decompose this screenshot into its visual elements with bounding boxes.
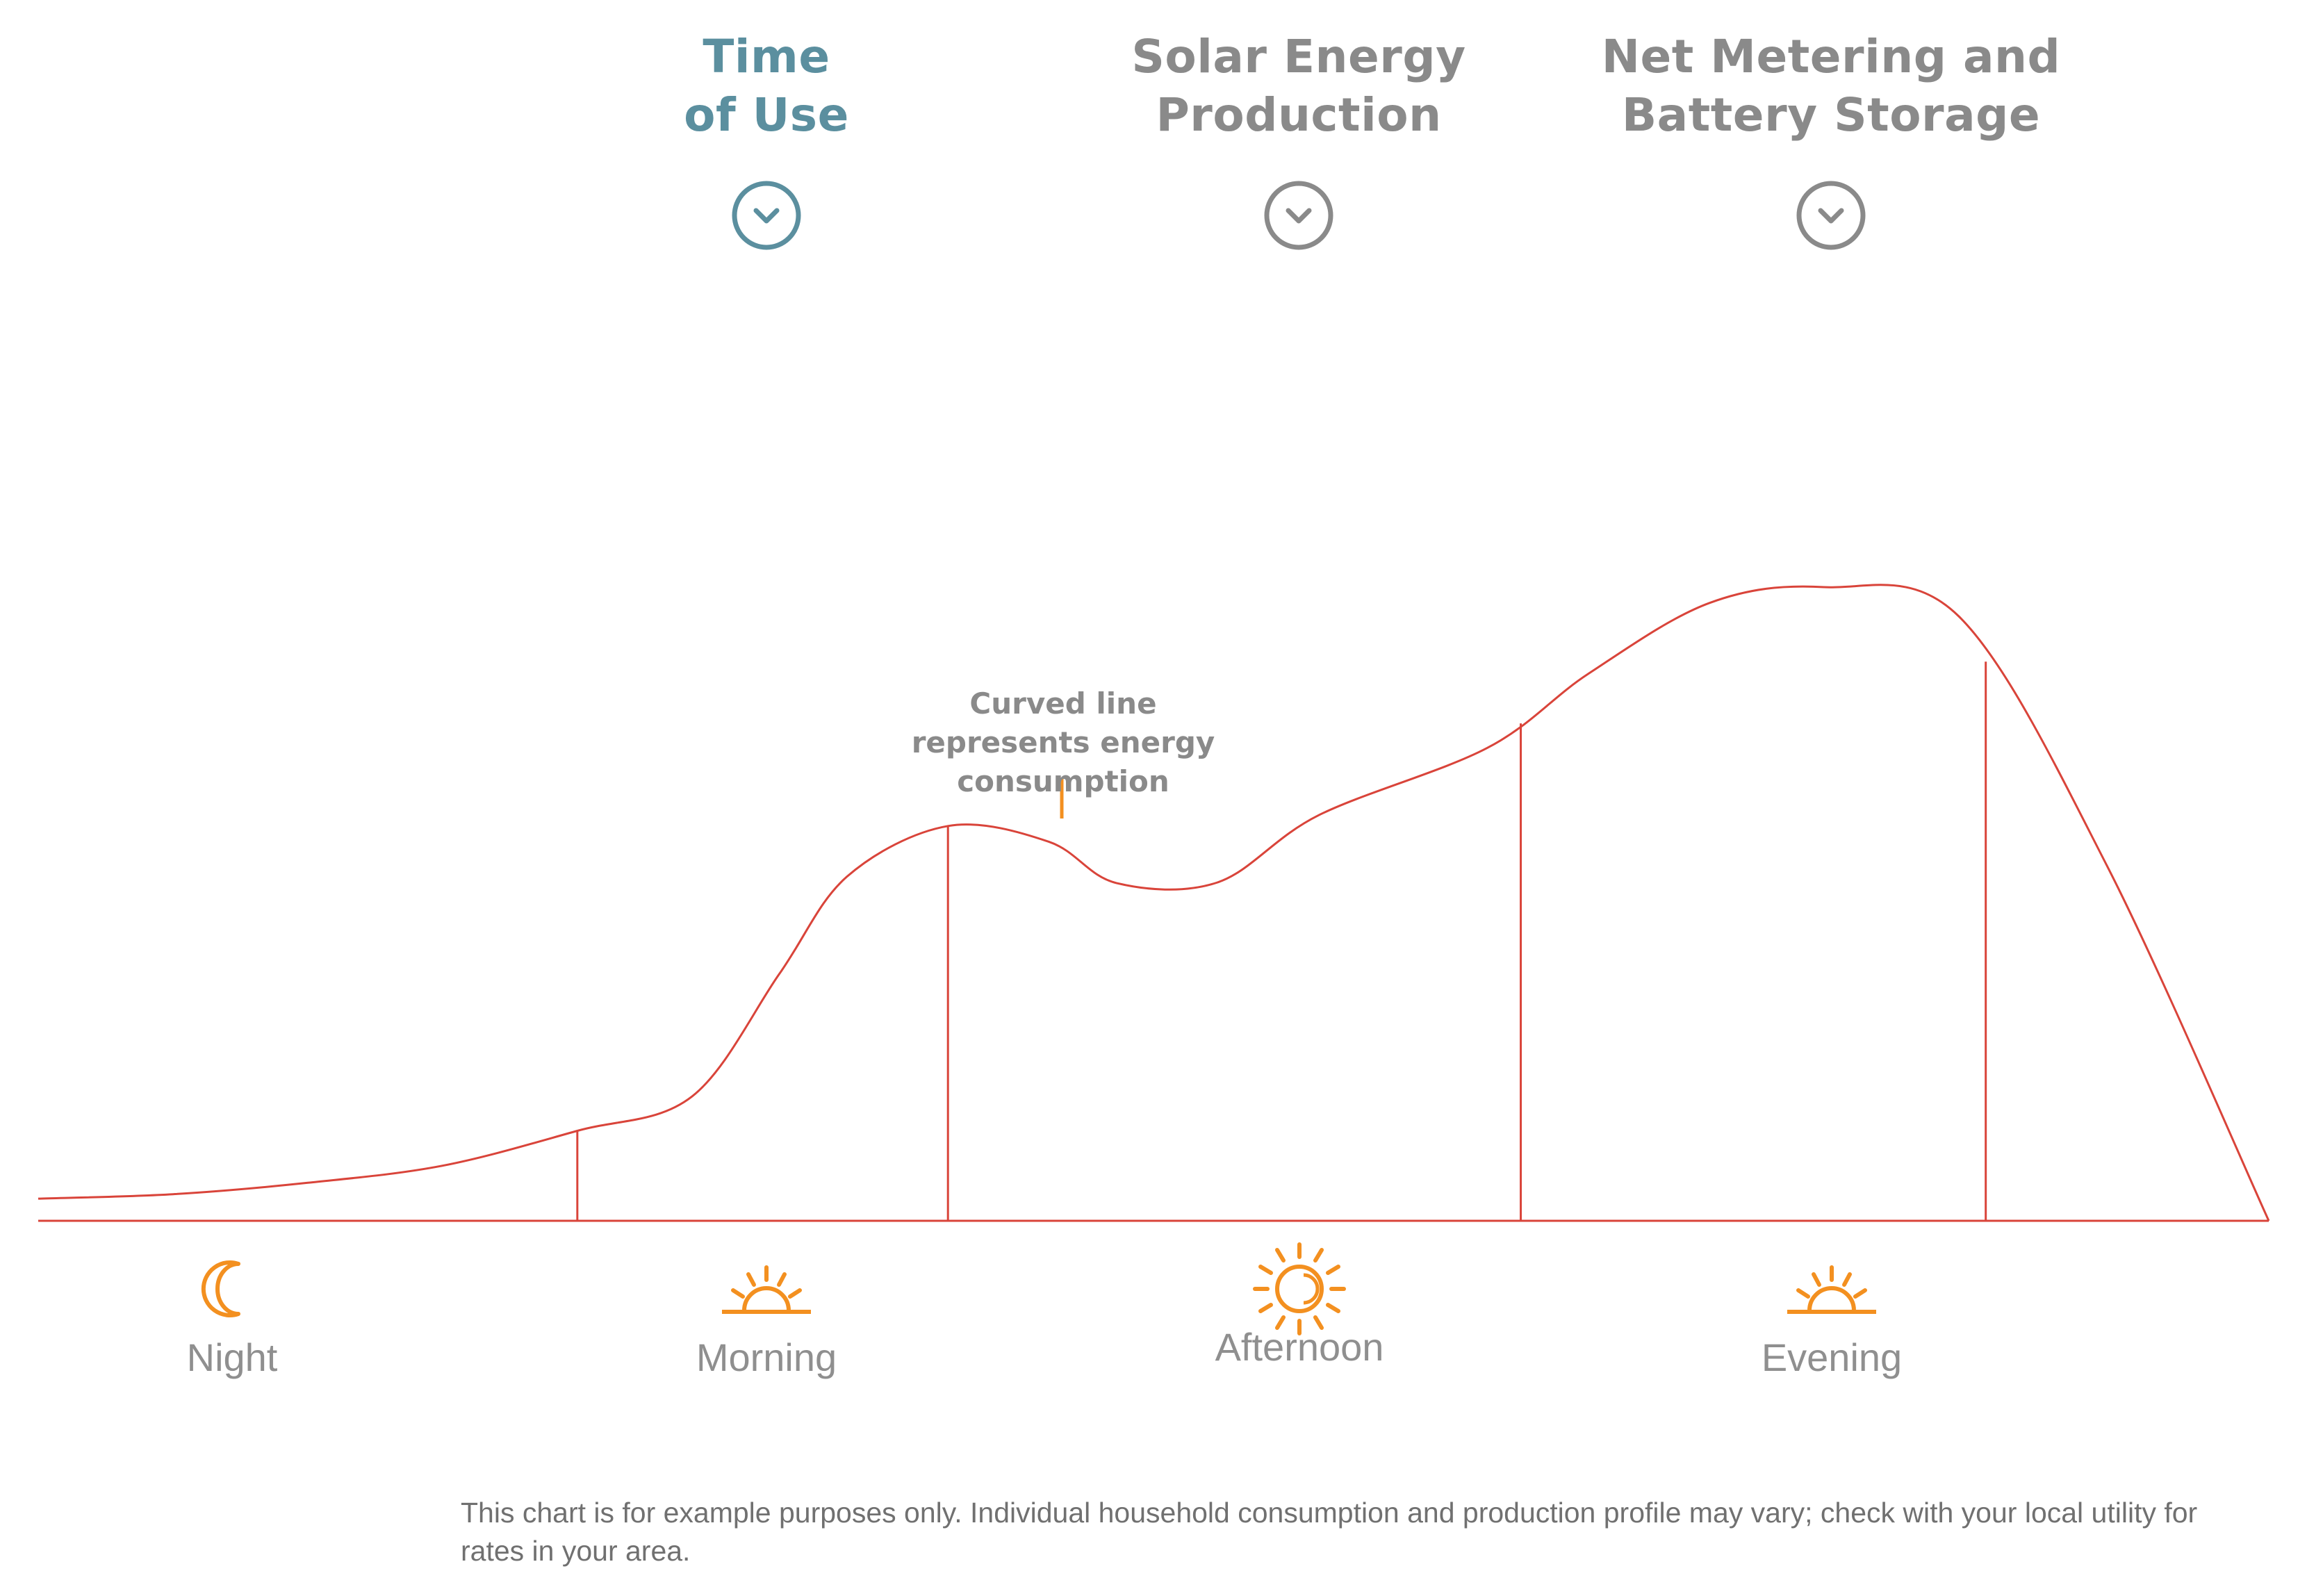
period-label-night: Night [186, 1335, 278, 1379]
energy-consumption-curve [38, 584, 2270, 1221]
period-night: Night [58, 1251, 406, 1381]
sunrise-icon [722, 1265, 811, 1314]
chevron-down-icon[interactable] [730, 179, 803, 252]
chevron-down-icon[interactable] [1795, 179, 1867, 252]
period-label-afternoon: Afternoon [1215, 1325, 1384, 1369]
curve-annotation: Curved line represents energy consumptio… [911, 686, 1215, 798]
moon-icon [201, 1260, 240, 1317]
period-morning: Morning [593, 1251, 940, 1381]
disclaimer-note: This chart is for example purposes only.… [461, 1497, 2198, 1567]
period-label-morning: Morning [696, 1335, 837, 1379]
energy-consumption-chart [38, 584, 2270, 1222]
period-evening: Evening [1658, 1251, 2005, 1381]
chevron-down-icon[interactable] [1263, 179, 1335, 252]
period-afternoon: Afternoon [1126, 1242, 1473, 1371]
tab-solar-energy-production-label: Solar Energy Production [1131, 30, 1466, 142]
tab-time-of-use-label: Time of Use [684, 30, 849, 142]
period-dividers [576, 661, 1987, 1221]
period-label-evening: Evening [1761, 1335, 1903, 1379]
tab-net-metering-battery-storage-label: Net Metering and Battery Storage [1601, 30, 2061, 142]
sunset-icon [1787, 1265, 1876, 1314]
tab-time-of-use[interactable]: Time of Use [502, 28, 1031, 252]
tab-solar-energy-production[interactable]: Solar Energy Production [1035, 28, 1563, 252]
tab-net-metering-battery-storage[interactable]: Net Metering and Battery Storage [1567, 28, 2095, 252]
sun-icon [1253, 1242, 1346, 1335]
